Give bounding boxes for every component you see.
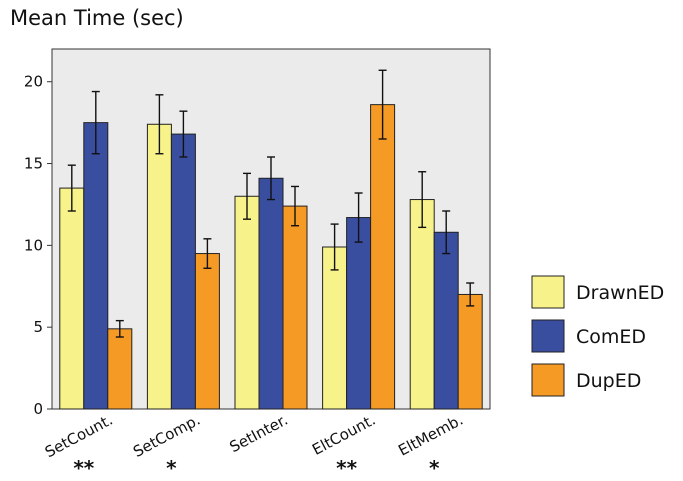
bar-ComED-2 xyxy=(258,177,284,410)
chart-title: Mean Time (sec) xyxy=(10,6,184,30)
legend-label-DrawnED: DrawnED xyxy=(576,282,664,304)
y-tick-label-4: 20 xyxy=(24,73,43,91)
y-tick-label-2: 10 xyxy=(24,236,43,254)
bar-DrawnED-4 xyxy=(409,199,435,410)
error-bar-ComED-1 xyxy=(179,110,188,158)
significance-label-0: ** xyxy=(73,456,94,480)
bar-DrawnED-1 xyxy=(146,123,172,410)
error-bar-DrawnED-1 xyxy=(155,94,164,155)
bar-DrawnED-0 xyxy=(59,187,85,410)
bars-group xyxy=(59,69,483,410)
category-label-4: EltMemb. xyxy=(395,411,466,460)
bar-ComED-4 xyxy=(433,231,459,410)
legend-label-ComED: ComED xyxy=(576,326,646,348)
legend-swatch-DupED xyxy=(531,363,565,397)
bar-DrawnED-2 xyxy=(234,195,260,410)
bar-DupED-4 xyxy=(457,293,483,410)
legend-swatch-DrawnED xyxy=(531,275,565,309)
error-bar-ComED-4 xyxy=(442,210,451,255)
y-tick-label-3: 15 xyxy=(24,155,43,173)
error-bar-DupED-3 xyxy=(378,69,387,140)
bar-ComED-1 xyxy=(170,133,196,410)
error-bar-DupED-4 xyxy=(466,282,475,307)
y-tick-label-1: 5 xyxy=(33,318,43,336)
bar-ComED-3 xyxy=(346,217,372,410)
x-axis-labels: SetCount.**SetComp.*SetInter. EltCount.**… xyxy=(42,411,466,480)
legend: DrawnED ComED DupED xyxy=(531,275,664,397)
error-bar-ComED-3 xyxy=(354,192,363,243)
legend-swatch-ComED xyxy=(531,319,565,353)
error-bar-DrawnED-2 xyxy=(243,172,251,220)
significance-label-1: * xyxy=(166,456,177,480)
bar-DupED-2 xyxy=(282,205,308,410)
error-bar-DrawnED-4 xyxy=(418,171,427,229)
bar-DrawnED-3 xyxy=(322,246,348,410)
error-bar-DupED-0 xyxy=(115,319,124,338)
category-label-1: SetComp. xyxy=(130,411,203,461)
bar-DupED-3 xyxy=(370,104,396,410)
y-tick-label-0: 0 xyxy=(33,400,43,418)
significance-label-3: ** xyxy=(336,456,357,480)
legend-label-DupED: DupED xyxy=(576,370,641,392)
error-bar-DupED-1 xyxy=(203,238,212,269)
y-axis: 0 5 10 15 20 xyxy=(24,49,53,418)
error-bar-DrawnED-0 xyxy=(67,164,76,212)
category-label-0: SetCount. xyxy=(42,411,116,462)
bar-DupED-0 xyxy=(107,328,133,410)
error-bar-ComED-2 xyxy=(267,156,275,201)
category-label-3: EltCount. xyxy=(309,411,378,459)
error-bar-DrawnED-3 xyxy=(330,223,339,271)
significance-label-4: * xyxy=(429,456,440,480)
error-bar-DupED-2 xyxy=(291,185,299,227)
error-bar-ComED-0 xyxy=(91,90,100,155)
bar-ComED-0 xyxy=(83,122,109,410)
category-label-2: SetInter. xyxy=(227,411,291,457)
bar-DupED-1 xyxy=(194,253,220,410)
